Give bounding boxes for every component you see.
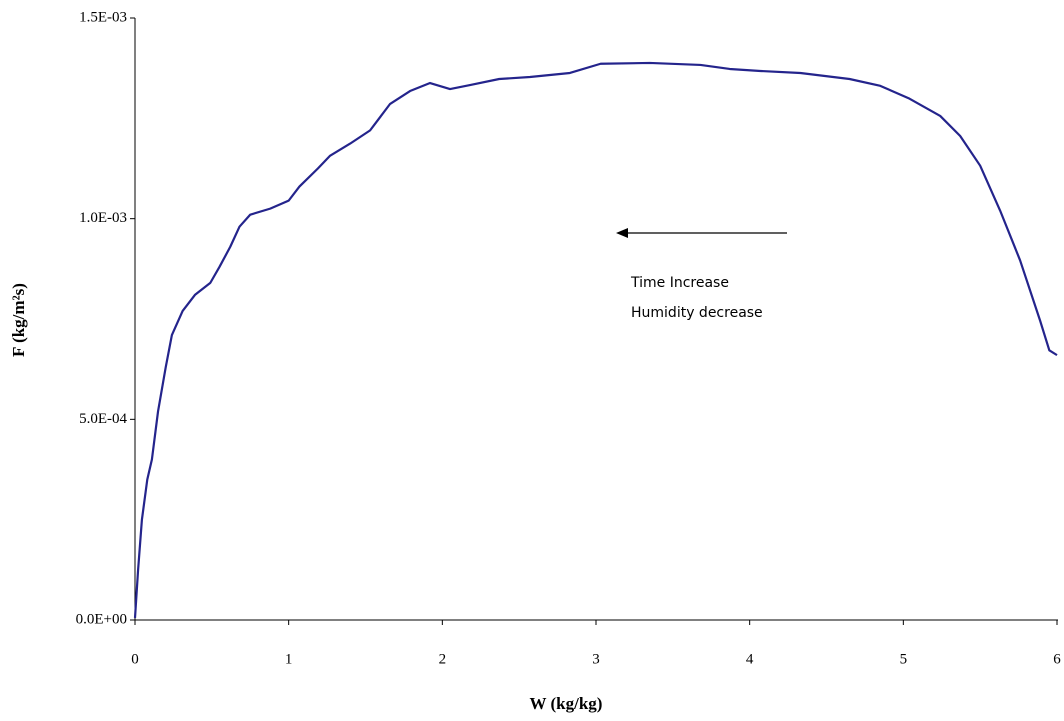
x-tick-label: 5 — [900, 651, 908, 667]
arrow-head — [616, 228, 628, 238]
x-tick-label: 6 — [1053, 651, 1061, 667]
x-tick-label: 2 — [439, 651, 447, 667]
y-tick-label: 5.0E-04 — [79, 411, 127, 427]
annotation: Time Increase — [630, 275, 729, 291]
x-axis-title: W (kg/kg) — [530, 694, 603, 713]
annotation: Humidity decrease — [631, 305, 763, 321]
x-tick-label: 0 — [131, 651, 139, 667]
x-tick-label: 1 — [285, 651, 293, 667]
y-tick-label: 1.0E-03 — [79, 210, 127, 226]
x-tick-label: 4 — [746, 651, 754, 667]
y-axis-title: F (kg/m²s) — [9, 283, 28, 357]
y-tick-label: 1.5E-03 — [79, 9, 127, 25]
x-tick-label: 3 — [592, 651, 600, 667]
data-line — [133, 61, 1058, 619]
y-tick-label: 0.0E+00 — [76, 611, 127, 627]
